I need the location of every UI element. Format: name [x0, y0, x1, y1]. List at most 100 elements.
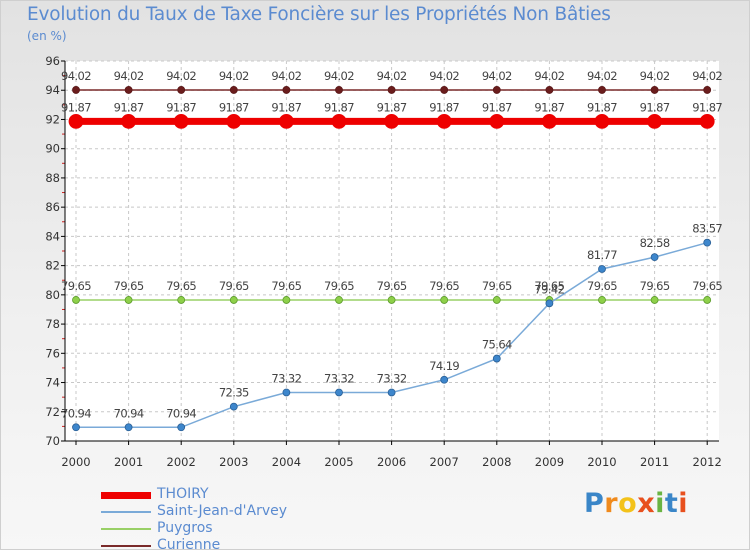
- data-point: [335, 296, 343, 304]
- data-point: [492, 296, 501, 304]
- x-tick-label: 2011: [640, 455, 669, 469]
- y-tick-label: 86: [45, 200, 60, 214]
- data-point: [387, 388, 396, 397]
- data-label: 94.02: [377, 69, 407, 83]
- data-point: [124, 423, 133, 432]
- legend-item: Curienne: [101, 537, 321, 554]
- data-label: 79.65: [534, 279, 564, 293]
- y-tick-label: 76: [45, 346, 60, 360]
- y-tick-label: 92: [45, 112, 60, 126]
- data-point: [282, 296, 291, 304]
- chart-legend: THOIRY Saint-Jean-d'Arvey Puygros Curienne: [101, 486, 321, 554]
- data-point: [594, 113, 610, 129]
- data-label: 91.87: [377, 100, 407, 114]
- data-point: [68, 113, 84, 129]
- data-point: [387, 296, 396, 304]
- data-label: 91.87: [271, 100, 301, 114]
- data-label: 91.87: [429, 100, 459, 114]
- data-label: 94.02: [114, 69, 144, 83]
- data-label: 79.65: [692, 279, 722, 293]
- data-point: [489, 113, 505, 129]
- data-label: 79.65: [640, 279, 670, 293]
- data-point: [72, 86, 80, 94]
- y-tick-label: 80: [45, 288, 60, 302]
- data-label: 79.65: [324, 279, 354, 293]
- data-point: [177, 86, 186, 94]
- data-point: [229, 86, 238, 94]
- data-point: [699, 113, 715, 129]
- data-label: 73.32: [324, 371, 354, 385]
- data-label: 83.57: [692, 222, 722, 236]
- data-point: [282, 86, 291, 94]
- data-point: [226, 113, 242, 129]
- legend-swatch: [101, 491, 151, 499]
- data-point: [282, 388, 291, 397]
- data-label: 91.87: [640, 100, 670, 114]
- logo-letter: i: [678, 488, 689, 519]
- data-point: [703, 86, 712, 94]
- data-point: [440, 86, 449, 94]
- data-point: [598, 86, 606, 94]
- data-label: 70.94: [61, 406, 91, 420]
- x-tick-label: 2007: [430, 455, 459, 469]
- data-label: 94.02: [271, 69, 301, 83]
- data-point: [545, 299, 554, 308]
- data-point: [387, 86, 396, 94]
- legend-item: Puygros: [101, 520, 321, 537]
- data-label: 94.02: [640, 69, 670, 83]
- x-tick-label: 2004: [272, 455, 301, 469]
- data-label: 73.32: [377, 371, 407, 385]
- data-point: [335, 388, 343, 397]
- legend-label: Curienne: [157, 537, 221, 553]
- data-point: [436, 113, 452, 129]
- data-label: 94.02: [587, 69, 617, 83]
- logo-letter: t: [664, 488, 679, 519]
- x-tick-label: 2009: [535, 455, 564, 469]
- y-tick-label: 94: [45, 83, 60, 97]
- y-tick-label: 72: [45, 405, 60, 419]
- y-tick-label: 84: [45, 229, 60, 243]
- x-tick-label: 2002: [167, 455, 196, 469]
- data-label: 91.87: [587, 100, 617, 114]
- x-tick-label: 2010: [587, 455, 616, 469]
- data-point: [173, 113, 189, 129]
- data-point: [72, 423, 80, 432]
- data-point: [650, 296, 659, 304]
- data-label: 79.42: [534, 282, 564, 296]
- data-point: [545, 86, 554, 94]
- data-label: 75.64: [482, 338, 512, 352]
- y-tick-label: 82: [45, 259, 60, 273]
- legend-item: Saint-Jean-d'Arvey: [101, 503, 321, 520]
- x-tick-label: 2000: [61, 455, 90, 469]
- x-tick-label: 2003: [219, 455, 248, 469]
- x-tick-label: 2008: [482, 455, 511, 469]
- data-label: 79.65: [482, 279, 512, 293]
- data-label: 94.02: [534, 69, 564, 83]
- data-label: 79.65: [219, 279, 249, 293]
- proxiti-logo: Proxiti: [584, 488, 688, 519]
- data-label: 79.65: [429, 279, 459, 293]
- data-label: 91.87: [482, 100, 512, 114]
- legend-label: Puygros: [157, 520, 213, 536]
- data-point: [703, 296, 712, 304]
- legend-label: THOIRY: [157, 486, 209, 502]
- x-tick-label: 2001: [114, 455, 143, 469]
- data-label: 94.02: [324, 69, 354, 83]
- legend-swatch: [101, 528, 151, 530]
- data-point: [703, 238, 712, 247]
- y-tick-label: 78: [45, 317, 60, 331]
- data-point: [598, 296, 606, 304]
- logo-letter: x: [637, 488, 656, 519]
- data-point: [177, 296, 186, 304]
- x-tick-label: 2006: [377, 455, 406, 469]
- data-label: 72.35: [219, 386, 249, 400]
- y-tick-label: 90: [45, 142, 60, 156]
- data-point: [278, 113, 294, 129]
- data-label: 73.32: [271, 371, 301, 385]
- data-point: [124, 86, 133, 94]
- data-point: [331, 113, 347, 129]
- logo-letter: o: [618, 488, 638, 519]
- data-label: 91.87: [114, 100, 144, 114]
